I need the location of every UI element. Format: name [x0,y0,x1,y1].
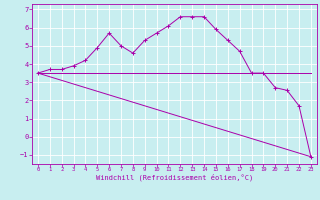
X-axis label: Windchill (Refroidissement éolien,°C): Windchill (Refroidissement éolien,°C) [96,174,253,181]
